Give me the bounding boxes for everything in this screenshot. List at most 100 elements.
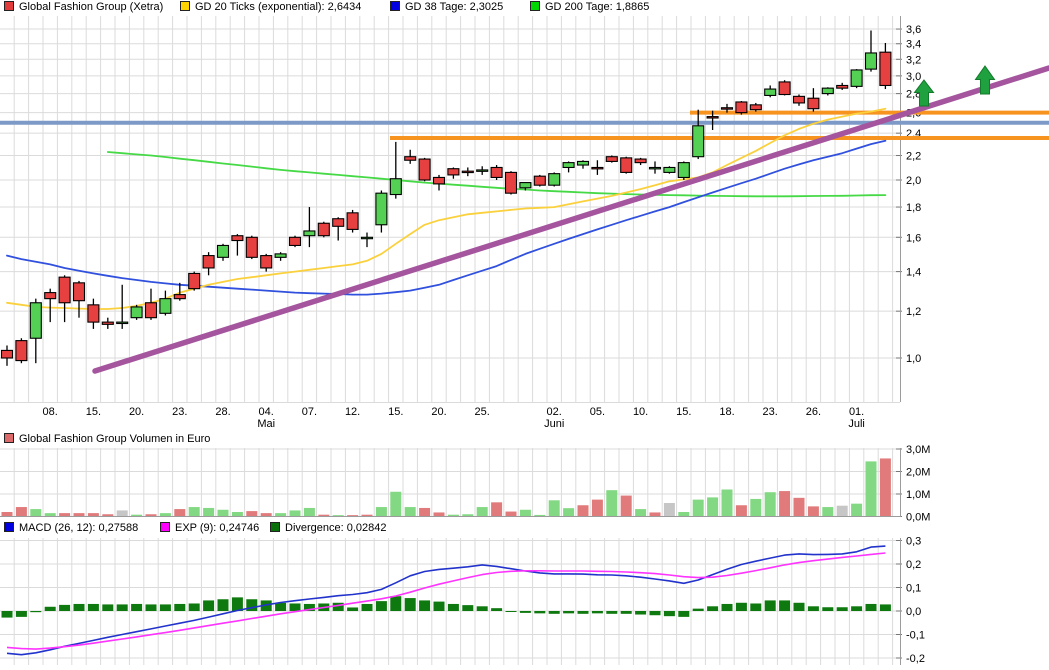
volume-bar (174, 509, 186, 517)
legend-item-divergence: Divergence: 0,02842 (270, 522, 387, 535)
volume-bar (635, 509, 647, 517)
macd-histogram-bar (563, 611, 575, 614)
macd-histogram-bar (332, 602, 344, 611)
candle-body (346, 212, 359, 230)
candle-body (274, 253, 287, 258)
macd-histogram-bar (289, 603, 301, 611)
candle-body (245, 236, 258, 258)
macd-histogram-bar (692, 608, 704, 611)
candle-body (490, 166, 503, 178)
candle-body (476, 169, 489, 172)
legend-item-volume: Global Fashion Group Volumen in Euro (4, 433, 210, 446)
candle-body (605, 156, 618, 162)
macd-axis-label: 0,3 (906, 536, 921, 548)
volume-bar (764, 492, 776, 517)
volume-axis-label: 0,0M (906, 512, 930, 524)
price-axis-label: 1,6 (906, 232, 921, 244)
volume-axis-label: 2,0M (906, 467, 930, 479)
ma-line-gd38 (6, 139, 887, 296)
volume-bar (231, 512, 243, 517)
macd-histogram-bar (663, 611, 675, 617)
volume-axis-label: 1,0M (906, 489, 930, 501)
volume-bar (707, 497, 719, 517)
candle-body (432, 176, 446, 185)
candle-body (807, 97, 820, 110)
date-axis-label: 05. (590, 406, 605, 418)
volume-bar (332, 515, 344, 517)
macd-histogram-bar (404, 598, 416, 611)
volume-bar (87, 513, 99, 517)
volume-bar (793, 497, 805, 517)
candle-body (87, 304, 100, 323)
macd-histogram-bar (620, 611, 632, 614)
macd-histogram-bar (116, 604, 128, 611)
macd-histogram-bar (30, 611, 42, 613)
legend-item-macd: MACD (26, 12): 0,27588 (4, 522, 138, 535)
macd-histogram-bar (303, 603, 315, 611)
date-axis-label: 18. (719, 406, 734, 418)
buy-arrow-icon (974, 65, 996, 95)
candle-body (288, 236, 302, 247)
volume-bar (188, 507, 200, 517)
macd-histogram-bar (419, 600, 431, 611)
volume-bar (548, 500, 560, 517)
volume-bar (15, 507, 27, 517)
trend-line (92, 65, 1049, 374)
volume-bar (476, 507, 488, 517)
signal-line (6, 552, 886, 650)
price-axis-label: 3,0 (906, 71, 921, 83)
macd-histogram-bar (750, 603, 762, 611)
volume-bar (447, 514, 459, 517)
volume-bar (721, 489, 733, 517)
date-axis-label: 15. (388, 406, 403, 418)
volume-bar (390, 491, 402, 517)
date-axis-label: 15. (86, 406, 101, 418)
candle-body (648, 166, 662, 170)
date-axis-label: 04. (259, 406, 274, 418)
volume-bar (375, 507, 387, 517)
macd-histogram-bar (275, 602, 287, 611)
candle-body (375, 192, 388, 226)
volume-bar (663, 503, 675, 517)
macd-histogram-bar (188, 603, 200, 611)
ma-line-gd200 (106, 151, 887, 198)
candle-body (562, 162, 575, 169)
macd-axis-label: -0,2 (906, 653, 925, 665)
legend-label-macd: MACD (26, 12): 0,27588 (19, 522, 139, 534)
candle-body (317, 222, 330, 237)
macd-axis-label: -0,1 (906, 630, 925, 642)
candle-body (15, 340, 28, 362)
macd-histogram-bar (836, 607, 848, 611)
volume-bar (735, 505, 747, 517)
candle-body (792, 95, 806, 104)
volume-bar (491, 502, 503, 517)
volume-bar (217, 509, 229, 517)
candle-body (764, 88, 777, 96)
volume-bar (361, 514, 373, 517)
macd-histogram-bar (779, 600, 791, 611)
volume-bar (462, 514, 474, 517)
price-axis-label: 3,6 (906, 24, 921, 36)
volume-bar (30, 509, 42, 517)
volume-bar (419, 507, 431, 517)
macd-histogram-bar (102, 604, 114, 611)
volume-bar (577, 505, 589, 517)
macd-histogram-bar (347, 607, 359, 611)
month-axis-label: Juli (848, 418, 865, 430)
candle-body (231, 235, 244, 242)
macd-histogram-bar (865, 603, 877, 611)
macd-histogram-bar (361, 603, 373, 611)
volume-bar (59, 513, 71, 517)
date-axis-label: 20. (431, 406, 446, 418)
candle-body (576, 160, 590, 166)
macd-histogram-bar (447, 603, 459, 611)
macd-line (6, 545, 886, 656)
macd-histogram-bar (73, 603, 85, 611)
price-axis-label: 1,8 (906, 202, 921, 214)
divergence-swatch-icon (270, 522, 280, 532)
legend-label-exp: EXP (9): 0,24746 (175, 522, 260, 534)
volume-bar (131, 514, 143, 517)
price-legend: Global Fashion Group (Xetra) GD 20 Ticks… (0, 1, 1049, 14)
price-axis-label: 2,0 (906, 175, 921, 187)
